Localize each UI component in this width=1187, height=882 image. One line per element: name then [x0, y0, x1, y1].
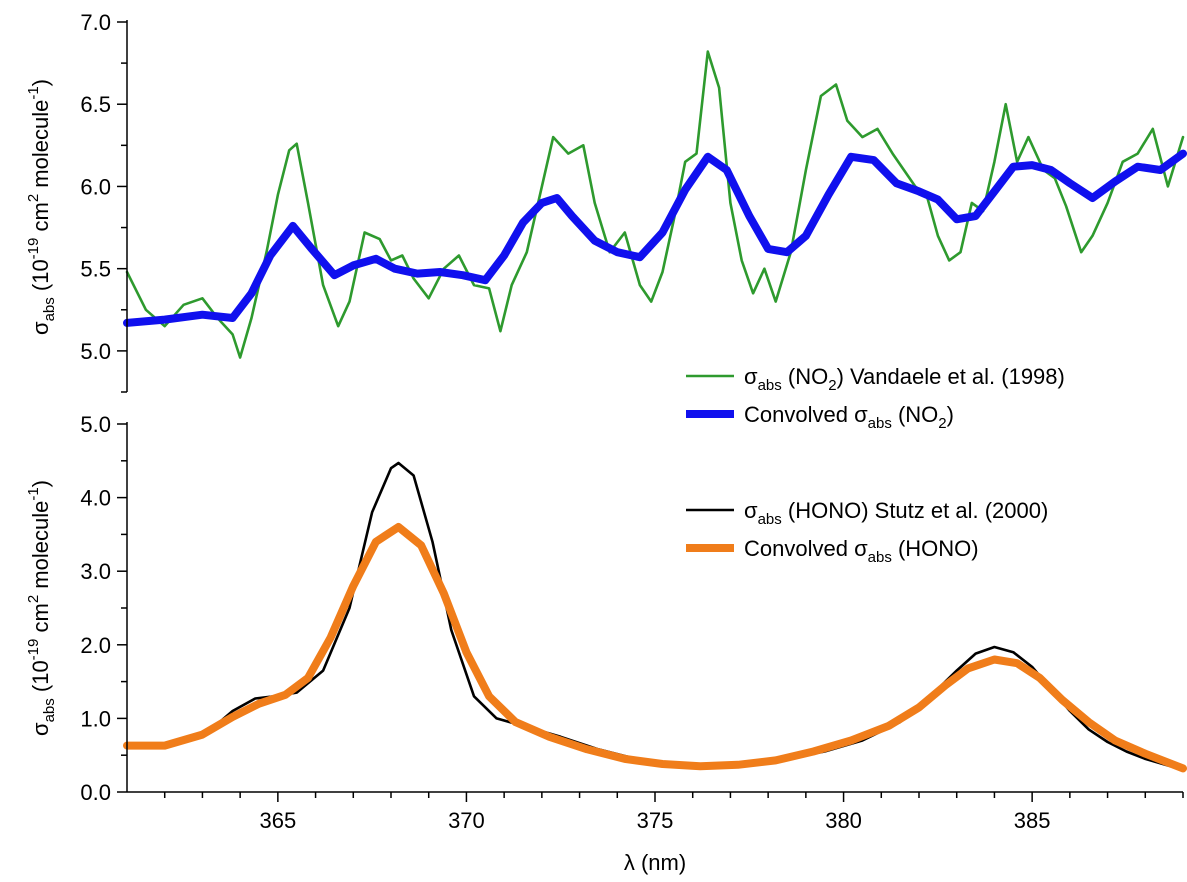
x-tick-label: 370: [448, 808, 485, 833]
top-y-tick-label: 6.0: [80, 174, 111, 199]
bottom-y-axis-label: σabs (10-19 cm2 molecule-1): [25, 480, 58, 736]
top-ylabel-text: σabs (10-19 cm2 molecule-1): [25, 79, 58, 335]
bot-legend-label-0: σabs (HONO) Stutz et al. (2000): [744, 498, 1048, 528]
bot-y-tick-label: 0.0: [80, 780, 111, 805]
x-tick-label: 365: [259, 808, 296, 833]
bottom-panel: 0.0 1.0 2.0 3.0 4.0 5.0 365 370 375 380 385 σabs (…: [25, 412, 1187, 875]
top-legend-label-0: σabs (NO2) Vandaele et al. (1998): [744, 364, 1065, 394]
bottom-series-group: [123, 461, 1187, 773]
x-tick-label: 385: [1014, 808, 1051, 833]
bot-y-tick-label: 5.0: [80, 412, 111, 437]
top-y-tick-label: 5.5: [80, 257, 111, 282]
bot-y-tick-label: 1.0: [80, 706, 111, 731]
top-series-line-0: [125, 50, 1185, 359]
bot-y-tick-label: 4.0: [80, 486, 111, 511]
top-legend-label-1: Convolved σabs (NO2): [744, 402, 954, 432]
bot-ylabel-text: σabs (10-19 cm2 molecule-1): [25, 480, 58, 736]
top-panel: 5.0 5.5 6.0 6.5 7.0 σabs (10-19 cm2 molecule…: [25, 10, 1187, 432]
top-axes: 5.0 5.5 6.0 6.5 7.0: [80, 10, 128, 393]
bot-series-line-1: [123, 523, 1187, 773]
bot-y-tick-label: 2.0: [80, 633, 111, 658]
top-y-tick-label: 7.0: [80, 10, 111, 35]
top-series-line-1: [123, 149, 1187, 327]
x-tick-label: 375: [637, 808, 674, 833]
top-y-axis-label: σabs (10-19 cm2 molecule-1): [25, 79, 58, 335]
x-axis-label: λ (nm): [624, 850, 686, 875]
bot-legend-label-1: Convolved σabs (HONO): [744, 536, 979, 566]
bot-y-tick-label: 3.0: [80, 559, 111, 584]
x-tick-label: 380: [825, 808, 862, 833]
bottom-axes: 0.0 1.0 2.0 3.0 4.0 5.0 365 370 375 380 385: [80, 412, 1184, 833]
bottom-legend: σabs (HONO) Stutz et al. (2000) Convolved…: [686, 498, 1048, 566]
top-y-tick-label: 5.0: [80, 339, 111, 364]
top-legend: σabs (NO2) Vandaele et al. (1998) Convolv…: [686, 364, 1065, 432]
top-y-tick-label: 6.5: [80, 92, 111, 117]
top-series-group: [123, 50, 1187, 359]
